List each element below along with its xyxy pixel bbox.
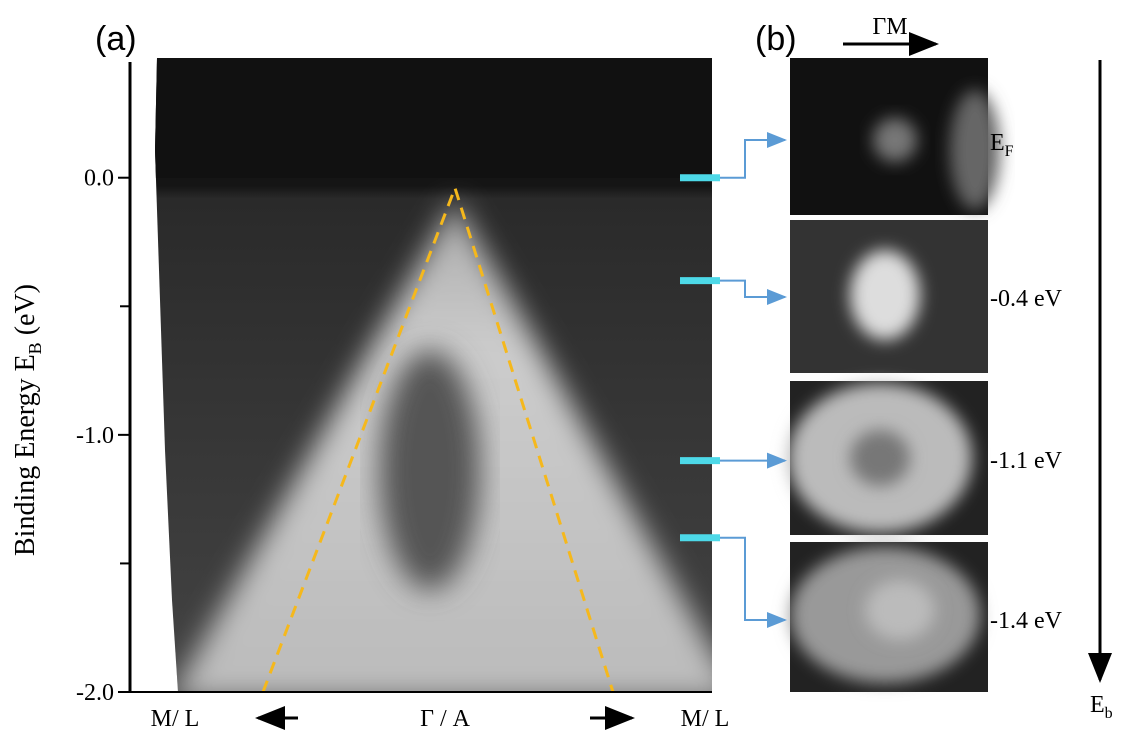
energy-axis-label: Eb <box>1090 692 1113 722</box>
cut-label: -1.1 eV <box>990 448 1063 474</box>
y-axis-label-unit: (eV) <box>10 284 41 342</box>
cut-connector <box>720 536 787 628</box>
cut-connector <box>720 279 787 305</box>
y-tick-label: -2.0 <box>76 680 114 706</box>
y-axis-label: Binding Energy EB (eV) <box>10 284 45 556</box>
panel-label: (b) <box>755 20 797 58</box>
y-tick-label: -1.0 <box>76 423 114 449</box>
dispersion-guide <box>261 183 615 693</box>
cut-label-sub: F <box>1005 143 1014 160</box>
x-label: M/ L <box>681 706 730 732</box>
cut-label: -1.4 eV <box>990 608 1063 634</box>
panel-label: (a) <box>95 20 137 58</box>
cut-label-text: -0.4 eV <box>990 286 1063 312</box>
x-label: Γ / A <box>420 706 471 732</box>
cut-label-text: -1.1 eV <box>990 448 1063 474</box>
arpes-image <box>155 58 712 692</box>
fermi-surface-maps <box>788 58 1000 692</box>
y-axis-label-sub: B <box>25 342 45 354</box>
x-label: M/ L <box>151 706 200 732</box>
y-tick-label: 0.0 <box>84 166 114 192</box>
direction-label: ΓM <box>872 14 907 40</box>
cut-label: -0.4 eV <box>990 286 1063 312</box>
cut-label-text: -1.4 eV <box>990 608 1063 634</box>
cut-label: EF <box>990 130 1014 160</box>
energy-axis-label-sub: b <box>1105 705 1113 722</box>
cut-connector <box>720 132 787 179</box>
y-axis-label-text: Binding Energy E <box>10 354 41 556</box>
cut-label-text: E <box>990 130 1005 156</box>
energy-axis-label-text: E <box>1090 692 1105 718</box>
